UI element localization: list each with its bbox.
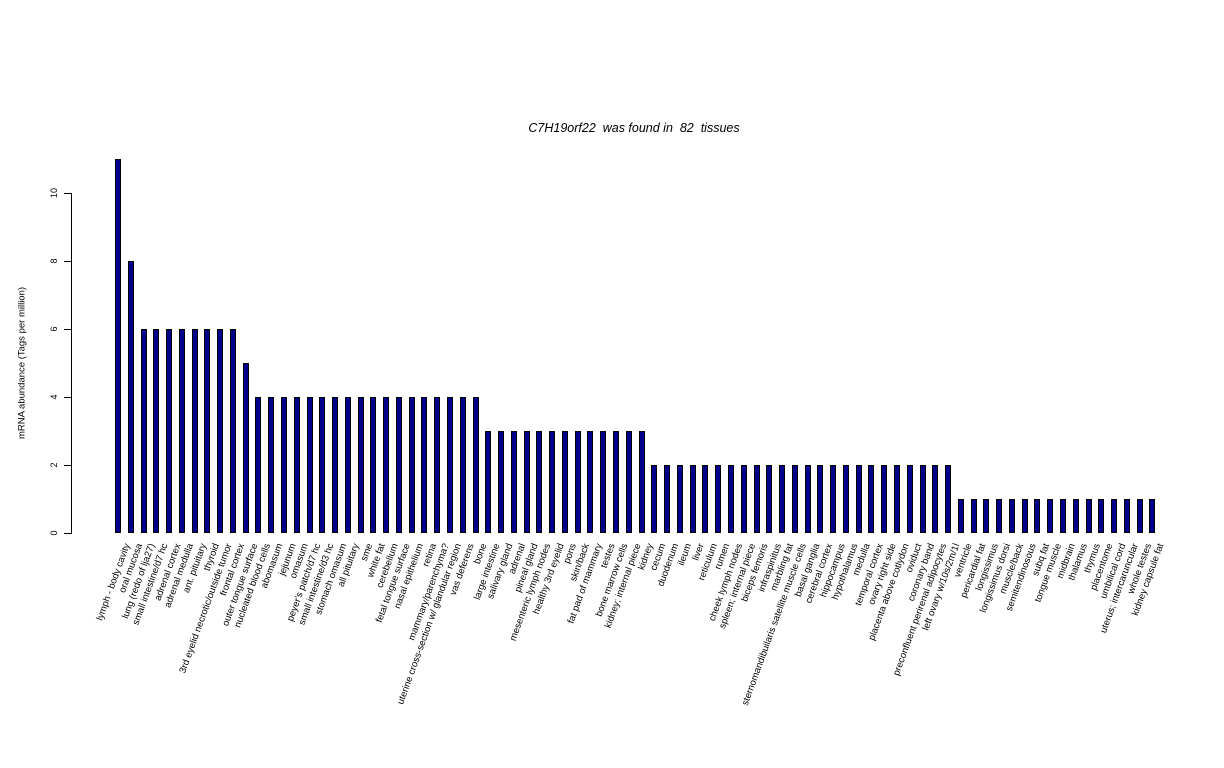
bar bbox=[1098, 499, 1105, 533]
y-tick bbox=[64, 261, 71, 262]
bar bbox=[357, 397, 364, 533]
bar bbox=[970, 499, 977, 533]
y-tick-label-text: 10 bbox=[49, 187, 59, 199]
bar bbox=[779, 465, 786, 533]
bar bbox=[791, 465, 798, 533]
bar bbox=[268, 397, 275, 533]
bar bbox=[344, 397, 351, 533]
y-tick bbox=[64, 193, 71, 194]
bar bbox=[447, 397, 454, 533]
bar bbox=[753, 465, 760, 533]
bar bbox=[459, 397, 466, 533]
bar bbox=[957, 499, 964, 533]
bar bbox=[332, 397, 339, 533]
bar bbox=[740, 465, 747, 533]
bar bbox=[817, 465, 824, 533]
bar bbox=[510, 431, 517, 533]
bar bbox=[319, 397, 326, 533]
bar bbox=[1072, 499, 1079, 533]
y-tick-label-text: 8 bbox=[49, 258, 59, 264]
bar bbox=[1047, 499, 1054, 533]
bar bbox=[932, 465, 939, 533]
bar bbox=[485, 431, 492, 533]
bar bbox=[881, 465, 888, 533]
bar bbox=[1111, 499, 1118, 533]
bar bbox=[842, 465, 849, 533]
bar bbox=[1136, 499, 1143, 533]
bar bbox=[600, 431, 607, 533]
bar bbox=[919, 465, 926, 533]
bar bbox=[178, 329, 185, 533]
bar bbox=[868, 465, 875, 533]
bar bbox=[549, 431, 556, 533]
y-tick bbox=[64, 397, 71, 398]
bar bbox=[395, 397, 402, 533]
bar bbox=[153, 329, 160, 533]
bar bbox=[229, 329, 236, 533]
bar bbox=[281, 397, 287, 533]
bar bbox=[127, 261, 134, 533]
bar bbox=[996, 499, 1003, 533]
y-tick-label-text: 4 bbox=[49, 394, 59, 400]
y-tick bbox=[64, 465, 71, 466]
bar bbox=[242, 363, 249, 533]
bar bbox=[574, 431, 581, 533]
bar bbox=[1059, 499, 1066, 533]
bar bbox=[1034, 499, 1041, 533]
bar bbox=[1085, 499, 1092, 533]
bar bbox=[702, 465, 709, 533]
bar bbox=[561, 431, 568, 533]
y-tick-label-text: 0 bbox=[49, 530, 59, 536]
bar bbox=[766, 465, 773, 533]
bar bbox=[945, 465, 952, 533]
bar bbox=[587, 431, 594, 533]
bar bbox=[676, 465, 683, 533]
bar bbox=[1008, 499, 1015, 533]
bar bbox=[727, 465, 734, 533]
y-axis-line bbox=[71, 193, 72, 534]
bar bbox=[421, 397, 428, 533]
bar bbox=[1123, 499, 1130, 533]
bar bbox=[434, 397, 441, 533]
bar bbox=[408, 397, 415, 533]
y-tick-label-text: 2 bbox=[49, 462, 59, 468]
bar bbox=[1149, 499, 1156, 533]
y-tick bbox=[64, 329, 71, 330]
bar bbox=[715, 465, 722, 533]
bar bbox=[906, 465, 913, 533]
bar bbox=[855, 465, 862, 533]
bar bbox=[613, 431, 620, 533]
bar bbox=[689, 465, 696, 533]
bar bbox=[140, 329, 147, 533]
y-tick-label-text: 6 bbox=[49, 326, 59, 332]
bar bbox=[638, 431, 645, 533]
bar bbox=[293, 397, 300, 533]
bar bbox=[383, 397, 390, 533]
bar bbox=[370, 397, 377, 533]
bar bbox=[1021, 499, 1028, 533]
y-tick bbox=[64, 533, 71, 534]
bar bbox=[498, 431, 505, 533]
bar bbox=[472, 397, 479, 533]
bar bbox=[893, 465, 900, 533]
bar bbox=[217, 329, 224, 533]
bar bbox=[191, 329, 198, 533]
bar bbox=[983, 499, 990, 533]
bar bbox=[804, 465, 811, 533]
bar bbox=[651, 465, 658, 533]
bar bbox=[830, 465, 837, 533]
chart-title: C7H19orf22 was found in 82 tissues bbox=[528, 121, 740, 135]
bar bbox=[204, 329, 211, 533]
bar bbox=[536, 431, 543, 533]
bar bbox=[523, 431, 530, 533]
bar bbox=[115, 159, 121, 533]
bar bbox=[166, 329, 173, 533]
bar bbox=[306, 397, 313, 533]
bar bbox=[255, 397, 262, 533]
bar bbox=[664, 465, 671, 533]
bar bbox=[625, 431, 632, 533]
